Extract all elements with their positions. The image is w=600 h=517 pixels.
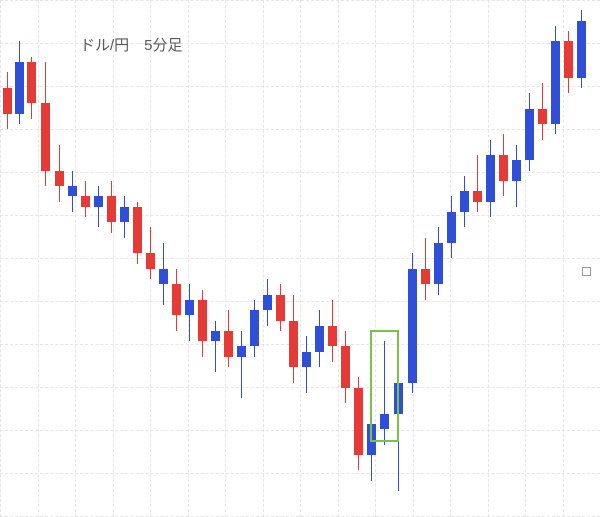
candle-body	[263, 295, 272, 311]
highlight-box	[370, 330, 399, 442]
candle-body	[564, 41, 573, 77]
candle-body	[302, 352, 311, 368]
candle-body	[408, 269, 417, 383]
candle-body	[41, 103, 50, 170]
candle-body	[525, 109, 534, 161]
candle-body	[133, 207, 142, 254]
candle-body	[55, 171, 64, 187]
candle-body	[473, 191, 482, 201]
candle-wick	[98, 186, 99, 227]
candle-body	[81, 196, 90, 206]
grid-line-horizontal	[0, 430, 600, 431]
candle-body	[486, 155, 495, 202]
candle-body	[159, 269, 168, 285]
price-marker	[582, 267, 591, 276]
candle-body	[447, 212, 456, 243]
candle-body	[354, 388, 363, 455]
candle-body	[250, 310, 259, 346]
candle-body	[68, 186, 77, 196]
candle-body	[146, 253, 155, 269]
grid-line-horizontal	[0, 172, 600, 173]
candle-body	[27, 62, 36, 103]
candle-body	[421, 269, 430, 285]
candle-wick	[215, 321, 216, 373]
candle-body	[434, 243, 443, 284]
candle-body	[15, 62, 24, 114]
candle-wick	[241, 331, 242, 398]
candle-body	[276, 295, 285, 321]
candle-body	[3, 88, 12, 114]
candle-body	[237, 346, 246, 356]
grid-line-horizontal	[0, 301, 600, 302]
grid-line-horizontal	[0, 344, 600, 345]
candle-body	[198, 300, 207, 341]
grid-line-horizontal	[0, 215, 600, 216]
candle-body	[94, 196, 103, 206]
candle-body	[211, 331, 220, 341]
grid-line-horizontal	[0, 387, 600, 388]
candle-body	[512, 160, 521, 181]
grid-line-horizontal	[0, 473, 600, 474]
candle-wick	[477, 155, 478, 212]
candle-body	[289, 321, 298, 368]
grid-line-horizontal	[0, 0, 600, 1]
candle-body	[120, 207, 129, 223]
candle-body	[107, 196, 116, 222]
candle-body	[224, 331, 233, 357]
candle-body	[185, 300, 194, 316]
candle-body	[341, 346, 350, 387]
candle-body	[577, 21, 586, 78]
candle-body	[551, 41, 560, 124]
candle-body	[538, 109, 547, 125]
grid-line-horizontal	[0, 258, 600, 259]
grid-line-horizontal	[0, 86, 600, 87]
candle-body	[328, 326, 337, 347]
candle-body	[172, 284, 181, 315]
candlestick-chart: ドル/円 5分足	[0, 0, 600, 517]
candle-body	[315, 326, 324, 352]
candle-body	[460, 191, 469, 212]
chart-title: ドル/円 5分足	[80, 34, 183, 55]
candle-body	[499, 155, 508, 181]
grid-line-horizontal	[0, 129, 600, 130]
